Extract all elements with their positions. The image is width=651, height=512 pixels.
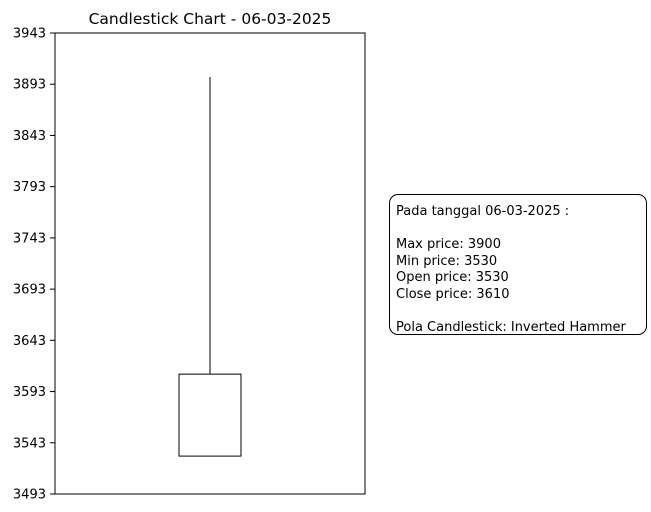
info-spacer: [396, 303, 640, 320]
info-heading: Pada tanggal 06-03-2025 :: [396, 204, 570, 219]
y-tick-label: 3693: [13, 283, 46, 298]
y-tick-label: 3593: [13, 385, 46, 400]
y-tick-label: 3743: [13, 231, 46, 246]
info-max-price: Max price: 3900: [396, 237, 501, 252]
info-open-price: Open price: 3530: [396, 270, 509, 285]
candles: [178, 77, 242, 457]
y-tick-label: 3893: [13, 78, 46, 93]
plot-frame: [54, 32, 366, 495]
info-pattern: Pola Candlestick: Inverted Hammer: [396, 319, 626, 335]
info-box: Pada tanggal 06-03-2025 : Max price: 390…: [389, 194, 647, 335]
y-tick-label: 3543: [13, 436, 46, 451]
chart-title: Candlestick Chart - 06-03-2025: [89, 10, 332, 28]
info-close-price: Close price: 3610: [396, 286, 510, 302]
y-tick-label: 3493: [13, 488, 46, 503]
y-tick-label: 3643: [13, 334, 46, 349]
y-axis: 3493 3543 3593 3643 3693 3743 3793 3843 3893 3943: [13, 27, 55, 503]
y-tick-label: 3943: [13, 27, 46, 42]
y-tick-label: 3843: [13, 129, 46, 144]
candle-body: [178, 373, 242, 457]
info-min-price: Min price: 3530: [396, 253, 498, 269]
info-spacer: [396, 221, 640, 238]
y-tick-label: 3793: [13, 180, 46, 195]
